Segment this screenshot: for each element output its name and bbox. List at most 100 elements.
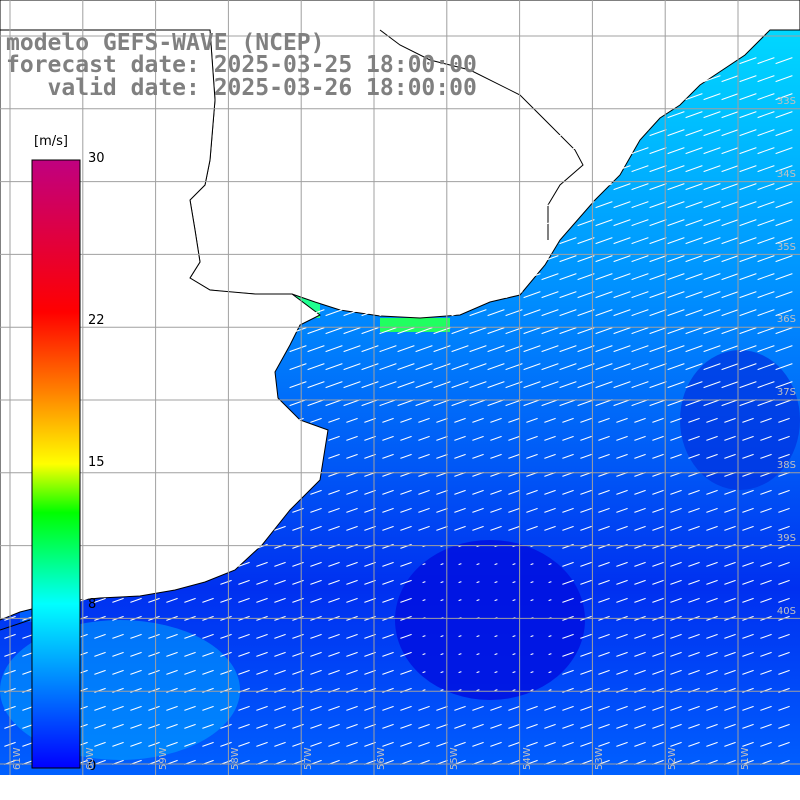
wind-arrow: [775, 165, 793, 173]
wind-arrow: [400, 633, 412, 639]
wind-arrow: [379, 327, 397, 335]
wind-arrow: [778, 561, 790, 567]
wind-arrow: [346, 561, 358, 567]
wind-arrow: [508, 489, 520, 495]
wind-arrow: [256, 561, 268, 567]
wind-arrow: [220, 651, 232, 657]
wind-arrow: [688, 507, 700, 513]
wind-arrow: [721, 129, 739, 137]
wind-arrow: [724, 543, 736, 549]
wind-arrow: [382, 723, 394, 729]
wind-arrow: [613, 75, 631, 83]
wind-arrow: [559, 183, 577, 191]
wind-arrow: [598, 507, 610, 513]
wind-arrow: [559, 147, 577, 155]
wind-arrow: [559, 165, 577, 173]
wind-arrow: [613, 57, 631, 65]
wind-arrow: [721, 111, 739, 119]
wind-arrow: [577, 183, 595, 191]
wind-arrow: [328, 633, 340, 639]
wind-arrow: [757, 399, 775, 407]
wind-arrow: [688, 453, 700, 459]
wind-arrow: [289, 309, 307, 317]
wind-arrow: [397, 309, 415, 317]
wind-arrow: [688, 417, 700, 423]
wind-arrow: [530, 599, 534, 602]
wind-arrow: [598, 741, 610, 747]
colorbar-unit: [m/s]: [34, 134, 68, 149]
wind-arrow: [166, 741, 178, 747]
wind-arrow: [148, 651, 160, 657]
wind-arrow: [685, 381, 703, 389]
wind-arrow: [451, 345, 469, 353]
wind-arrow: [562, 417, 574, 423]
wind-arrow: [631, 165, 649, 173]
wind-arrow: [148, 741, 160, 747]
wind-arrow: [184, 597, 196, 603]
wind-arrow: [346, 687, 358, 693]
wind-arrow: [346, 417, 358, 423]
wind-arrow: [652, 669, 664, 675]
wind-arrow: [346, 741, 358, 747]
wind-arrow: [184, 633, 196, 639]
wind-arrow: [667, 201, 685, 209]
wind-arrow: [598, 723, 610, 729]
wind-arrow: [724, 453, 736, 459]
wind-arrow: [721, 147, 739, 155]
wind-arrow: [220, 705, 232, 711]
wind-arrow: [422, 671, 426, 674]
wind-arrow: [775, 219, 793, 227]
wind-arrow: [613, 219, 631, 227]
wind-arrow: [775, 255, 793, 263]
wind-arrow: [440, 671, 444, 674]
wind-arrow: [616, 525, 628, 531]
wind-arrow: [742, 705, 754, 711]
wind-arrow: [541, 237, 559, 245]
wind-arrow: [274, 633, 286, 639]
wind-arrow: [721, 75, 739, 83]
wind-arrow: [616, 507, 628, 513]
wind-arrow: [724, 507, 736, 513]
wind-arrow: [616, 687, 628, 693]
wind-arrow: [739, 147, 757, 155]
wind-arrow: [559, 345, 577, 353]
wind-arrow: [202, 651, 214, 657]
wind-arrow: [289, 399, 307, 407]
wind-arrow: [562, 633, 574, 639]
wind-arrow: [523, 345, 541, 353]
wind-arrow: [580, 579, 592, 585]
wind-arrow: [220, 579, 232, 585]
wind-arrow: [328, 435, 340, 441]
wind-arrow: [742, 669, 754, 675]
wind-arrow: [634, 597, 646, 603]
wind-arrow: [166, 687, 178, 693]
wind-arrow: [613, 147, 631, 155]
wind-arrow: [433, 381, 451, 389]
wind-arrow: [595, 309, 613, 317]
wind-arrow: [652, 651, 664, 657]
wind-arrow: [613, 345, 631, 353]
wind-arrow: [382, 651, 394, 657]
wind-arrow: [649, 345, 667, 353]
wind-arrow: [548, 689, 552, 692]
wind-arrow: [328, 723, 340, 729]
wind-arrow: [508, 705, 520, 711]
wind-arrow: [343, 327, 361, 335]
wind-arrow: [238, 579, 250, 585]
wind-arrow: [742, 453, 754, 459]
wind-arrow: [328, 489, 340, 495]
wind-arrow: [166, 597, 178, 603]
longitude-label: 51W: [740, 747, 751, 770]
wind-arrow: [422, 581, 426, 584]
wind-arrow: [494, 653, 498, 656]
latitude-label: 34S: [776, 168, 796, 180]
wind-arrow: [310, 687, 322, 693]
wind-arrow: [667, 381, 685, 389]
wind-arrow: [670, 705, 682, 711]
longitude-label: 54W: [521, 747, 533, 770]
wind-arrow: [616, 417, 628, 423]
wind-arrow: [670, 723, 682, 729]
wind-arrow: [742, 579, 754, 585]
wind-arrow: [400, 597, 412, 603]
wind-arrow: [238, 525, 250, 531]
